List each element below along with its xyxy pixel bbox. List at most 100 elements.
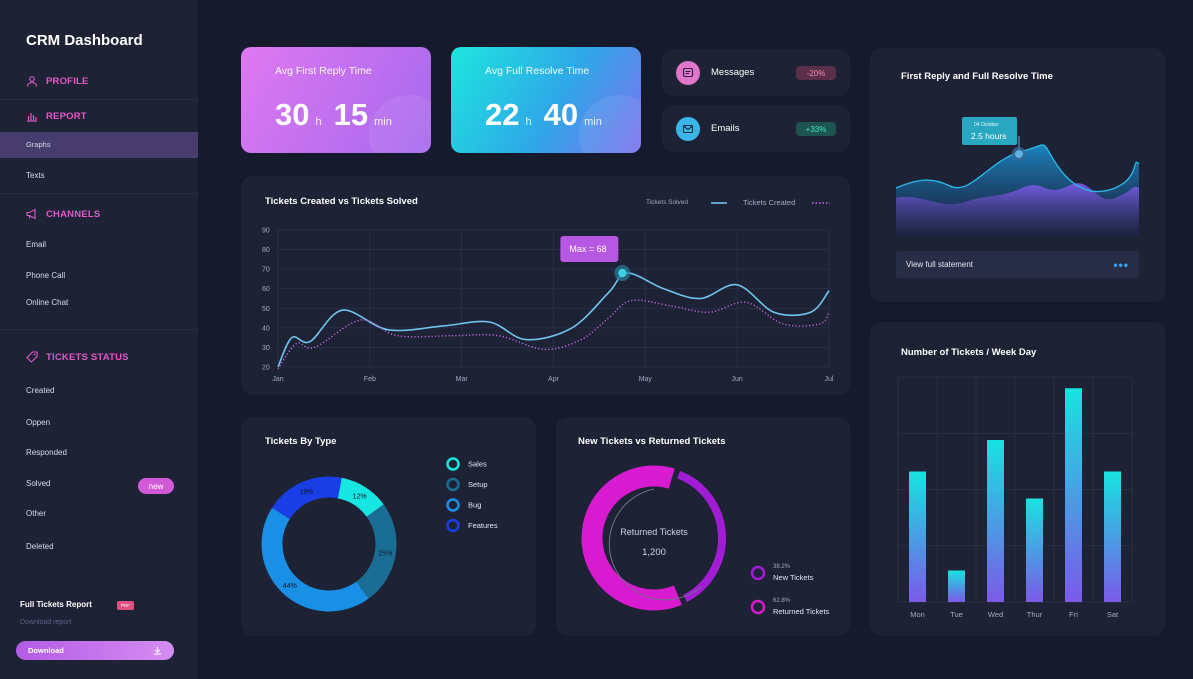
stat-hours: 22 <box>485 97 520 132</box>
legend-marker <box>446 457 460 471</box>
full-report-title: Full Tickets Report <box>20 600 92 609</box>
x-tick-label: Sat <box>1107 610 1119 619</box>
sidebar-item-created[interactable]: Created <box>26 386 55 395</box>
sidebar: CRM Dashboard PROFILE REPORT Graphs Text… <box>0 0 198 679</box>
donut-slice-value: 19% <box>299 489 313 496</box>
view-statement-bar[interactable]: View full statement ••• <box>896 251 1139 278</box>
stat-value: 22 h 40 min <box>485 97 614 133</box>
x-tick-label: Jul <box>825 376 834 383</box>
area-series-front <box>896 183 1139 236</box>
x-tick-label: Mar <box>456 376 469 383</box>
tooltip-value: 2.5 hours <box>971 131 1006 141</box>
donut-slice-sales <box>337 477 384 518</box>
card-title: Number of Tickets / Week Day <box>901 347 1037 358</box>
legend-label: Sales <box>468 460 487 469</box>
emails-pill[interactable]: Emails +33% <box>662 105 850 152</box>
bar-thur <box>1026 498 1043 602</box>
download-report-text: Download report <box>20 619 72 626</box>
sidebar-item-email[interactable]: Email <box>26 240 47 249</box>
donut-slice-value: 44% <box>283 583 297 590</box>
sidebar-item-phone-call[interactable]: Phone Call <box>26 271 66 280</box>
series-line-tickets-solved <box>277 272 830 368</box>
card-title: New Tickets vs Returned Tickets <box>578 436 726 447</box>
x-tick-label: Wed <box>988 610 1003 619</box>
view-statement-label: View full statement <box>906 260 973 269</box>
y-tick-label: 90 <box>262 228 270 235</box>
area-line <box>895 144 1140 193</box>
sidebar-item-solved[interactable]: Solved <box>26 479 51 488</box>
sidebar-section-tickets-status[interactable]: TICKETS STATUS <box>26 351 129 363</box>
y-tick-label: 60 <box>262 286 270 293</box>
legend-new-pct: 38.2% <box>773 564 791 570</box>
change-badge: -20% <box>796 66 836 80</box>
messages-pill[interactable]: Messages -20% <box>662 49 850 96</box>
x-tick-label: Fri <box>1069 610 1078 619</box>
y-tick-label: 70 <box>262 267 270 274</box>
donut-slice-returned-tickets <box>581 465 682 611</box>
donut-slice-setup <box>355 504 397 599</box>
tag-icon <box>26 351 38 363</box>
x-tick-label: May <box>639 376 653 383</box>
stat-minutes-unit: min <box>584 116 602 128</box>
download-icon <box>153 646 162 655</box>
y-tick-label: 20 <box>262 365 270 372</box>
sidebar-section-profile[interactable]: PROFILE <box>26 75 89 87</box>
sidebar-item-online-chat[interactable]: Online Chat <box>26 298 69 307</box>
donut-slice-value: 12% <box>353 493 367 500</box>
x-tick-label: Jan <box>272 376 283 383</box>
sidebar-section-label: CHANNELS <box>46 208 101 220</box>
sidebar-section-channels[interactable]: CHANNELS <box>26 208 100 220</box>
donut-slice-value: 25% <box>378 551 392 558</box>
sidebar-item-oppen[interactable]: Oppen <box>26 418 51 427</box>
bar-wed <box>987 440 1004 602</box>
tickets-line-chart: Tickets Solved Tickets Created 20 30 40 50 6… <box>262 198 834 383</box>
stat-minutes: 15 <box>333 97 369 132</box>
stat-hours-unit: h <box>315 116 322 128</box>
max-tooltip-box <box>560 236 619 263</box>
weekday-bar-chart: Mon Tue Wed Thur Fri Sat <box>897 376 1133 619</box>
legend-returned-pct: 62.8% <box>773 598 791 604</box>
change-badge: +33% <box>796 122 836 136</box>
tooltip-box <box>962 117 1017 145</box>
donut-slice-new-tickets <box>677 470 727 603</box>
card-title: Tickets By Type <box>265 436 337 447</box>
x-tick-label: Thur <box>1027 610 1043 619</box>
x-tick-label: Mon <box>910 610 925 619</box>
max-point <box>618 268 627 278</box>
sidebar-item-other[interactable]: Other <box>26 509 47 518</box>
sidebar-item-texts[interactable]: Texts <box>26 171 45 180</box>
x-tick-label: Feb <box>364 376 376 383</box>
legend-solved-label: Tickets Solved <box>646 199 688 206</box>
center-label: Returned Tickets <box>620 527 688 537</box>
tickets-line-card <box>241 176 850 395</box>
download-button[interactable]: Download <box>16 641 174 660</box>
brand-title: CRM Dashboard <box>26 32 143 49</box>
download-button-label: Download <box>28 646 64 655</box>
y-tick-label: 30 <box>262 345 270 352</box>
stat-hours: 30 <box>275 97 310 132</box>
bar-mon <box>909 471 926 602</box>
y-tick-label: 80 <box>262 247 270 254</box>
data-point <box>1015 150 1023 158</box>
card-title: First Reply and Full Resolve Time <box>901 71 1053 82</box>
legend-marker <box>446 498 460 512</box>
sidebar-item-graphs[interactable]: Graphs <box>26 140 51 149</box>
legend-label: Setup <box>468 480 488 489</box>
tooltip-date: 04 October <box>974 122 999 128</box>
y-tick-label: 50 <box>262 306 270 313</box>
pdf-badge: PDF <box>117 601 134 610</box>
card-title: Tickets Created vs Tickets Solved <box>265 196 418 207</box>
sidebar-item-deleted[interactable]: Deleted <box>26 542 54 551</box>
donut-slice-bug <box>261 507 369 612</box>
sidebar-active-highlight <box>0 132 198 158</box>
stat-value: 30 h 15 min <box>275 97 404 133</box>
mail-icon <box>676 117 700 141</box>
sidebar-section-report[interactable]: REPORT <box>26 110 87 122</box>
user-icon <box>26 76 38 87</box>
more-icon[interactable]: ••• <box>1113 257 1129 272</box>
inner-ring-accent <box>608 488 702 601</box>
sidebar-item-responded[interactable]: Responded <box>26 448 67 457</box>
legend-new-label: New Tickets <box>773 573 814 582</box>
divider <box>0 99 198 100</box>
divider <box>0 329 198 330</box>
